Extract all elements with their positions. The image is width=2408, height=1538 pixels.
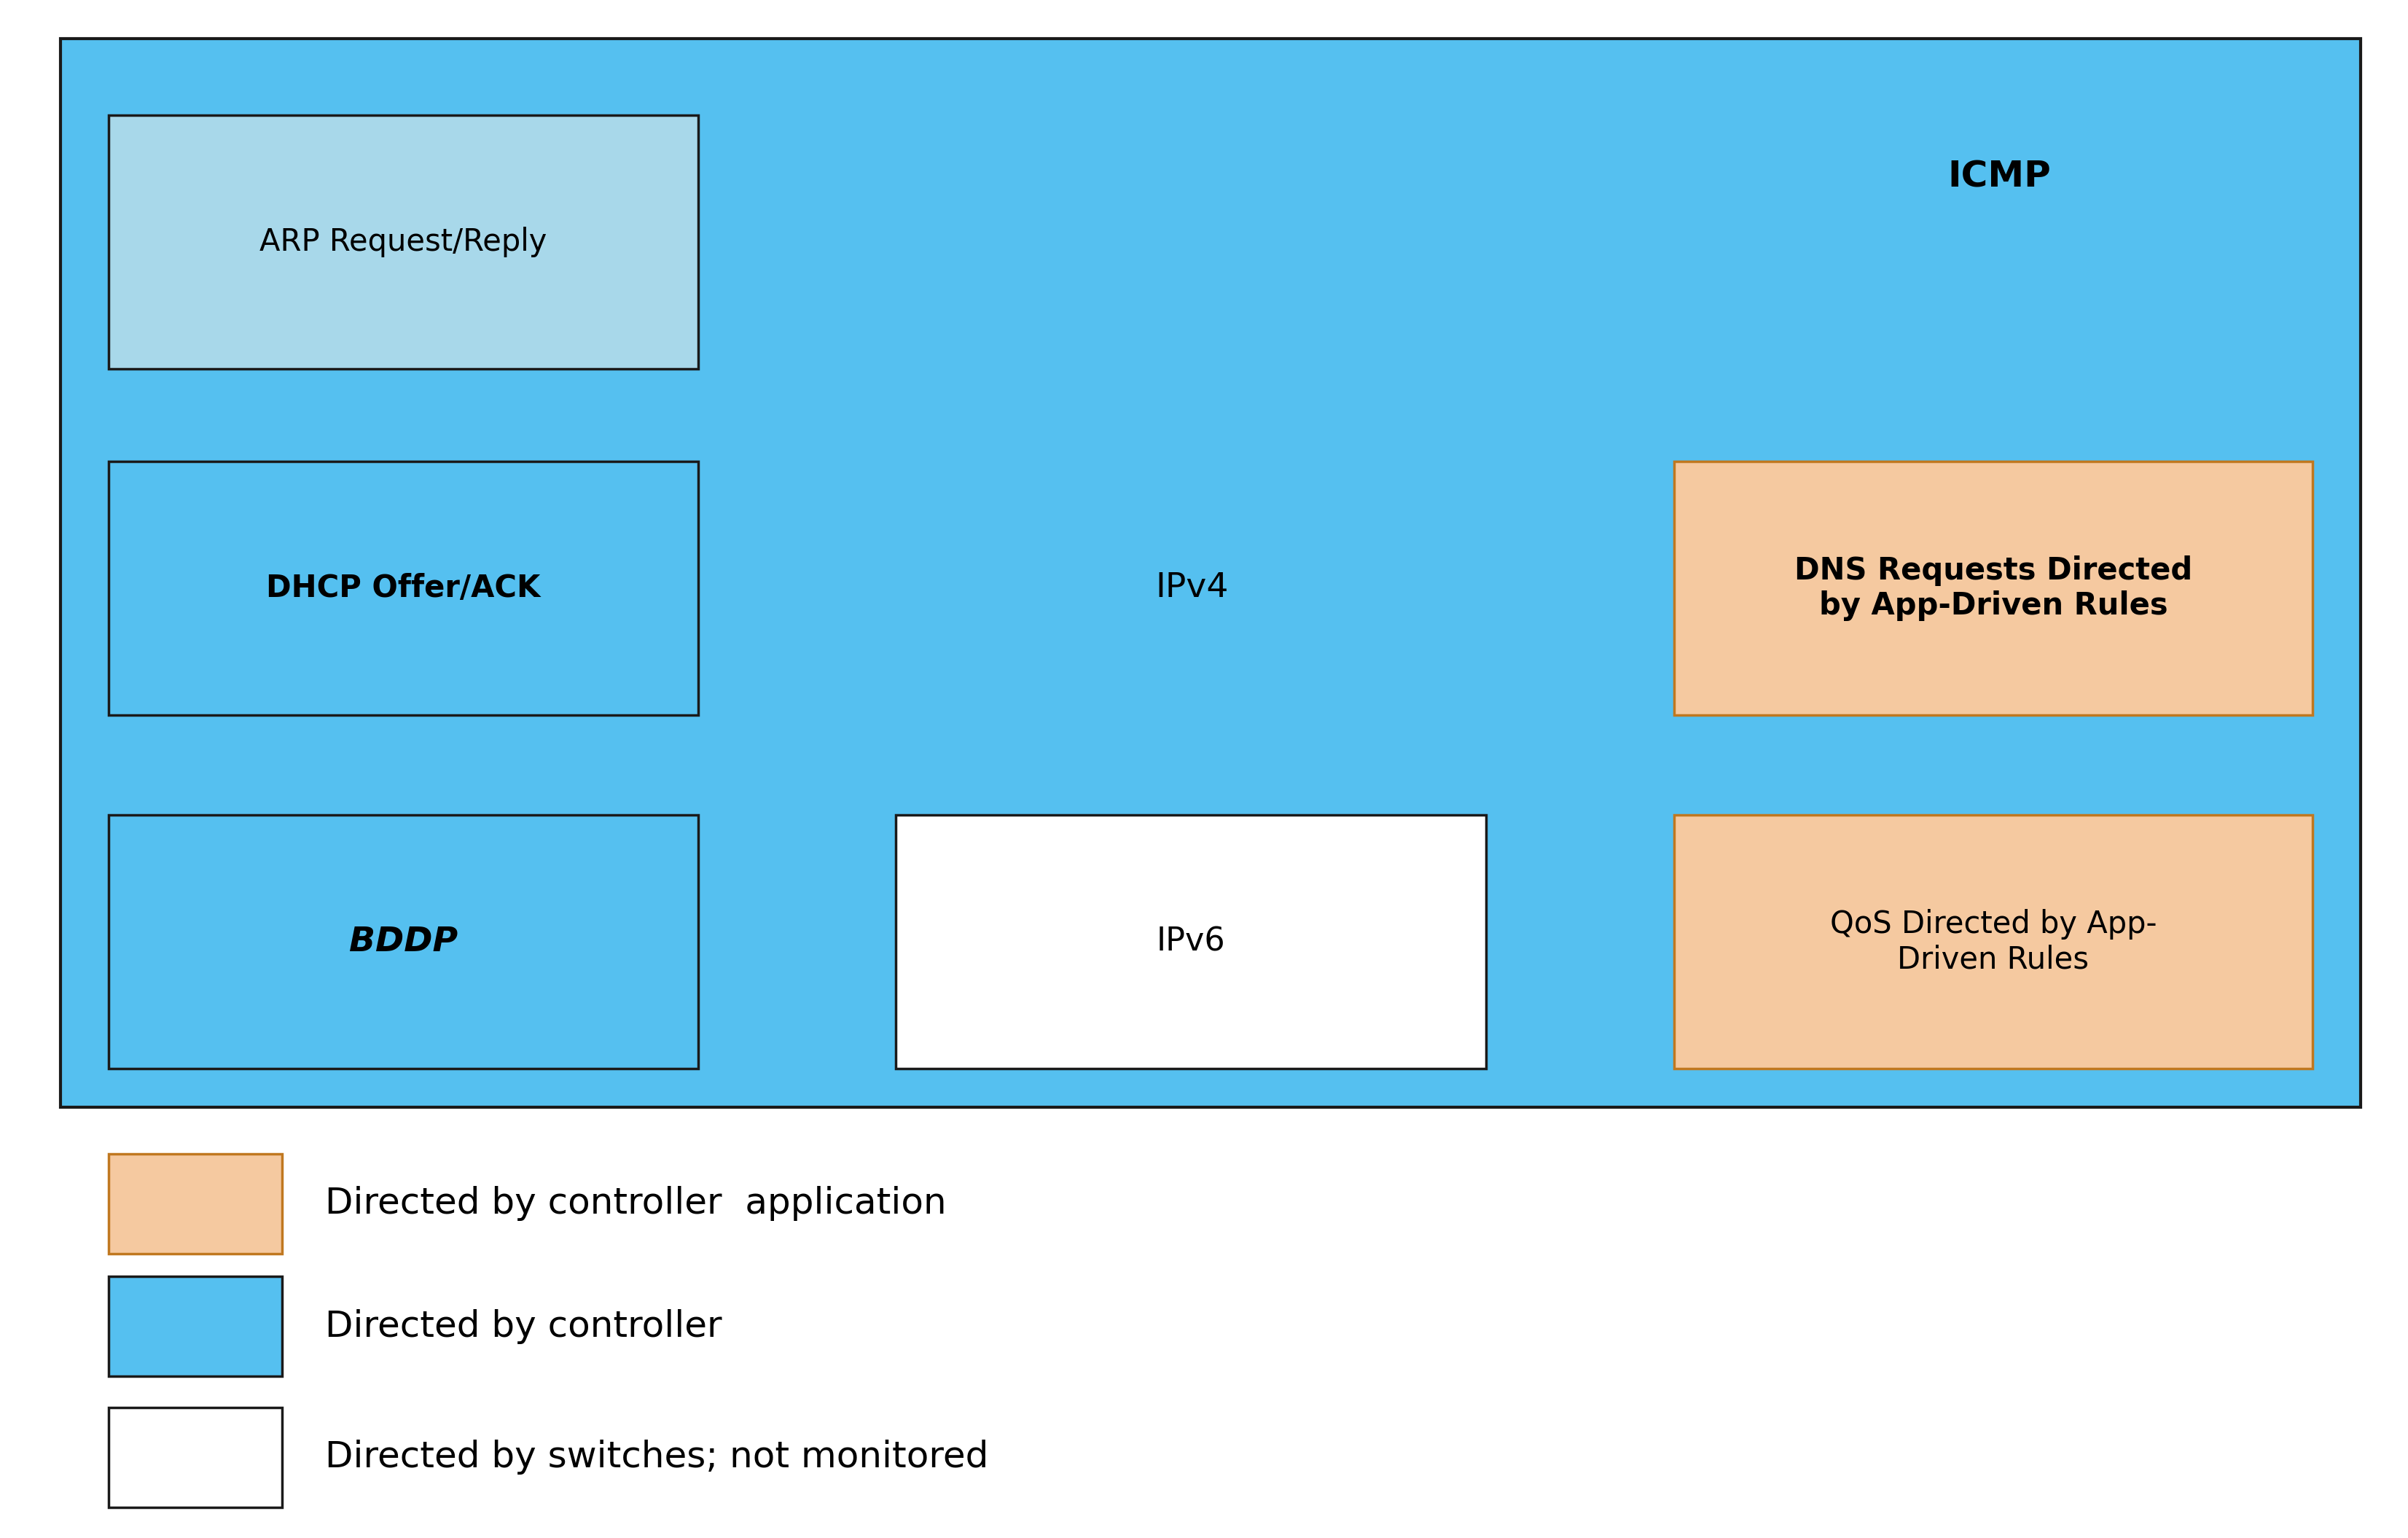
Bar — [60, 38, 2360, 1107]
Text: ICMP: ICMP — [1948, 160, 2049, 194]
Bar — [108, 115, 698, 369]
Bar — [108, 1154, 282, 1253]
Bar — [108, 1277, 282, 1377]
Text: Directed by controller  application: Directed by controller application — [325, 1186, 946, 1221]
Text: BDDP: BDDP — [349, 926, 458, 958]
Bar — [108, 1407, 282, 1507]
Bar — [896, 815, 1486, 1069]
Bar — [1674, 815, 2312, 1069]
Bar — [1674, 461, 2312, 715]
Text: Directed by controller: Directed by controller — [325, 1309, 722, 1344]
Text: ARP Request/Reply: ARP Request/Reply — [260, 228, 547, 257]
Text: IPv6: IPv6 — [1156, 926, 1226, 958]
Bar — [108, 461, 698, 715]
Text: IPv4: IPv4 — [1156, 571, 1228, 604]
Bar — [108, 815, 698, 1069]
Text: DHCP Offer/ACK: DHCP Offer/ACK — [267, 574, 539, 603]
Text: DNS Requests Directed
by App-Driven Rules: DNS Requests Directed by App-Driven Rule… — [1794, 555, 2191, 621]
Text: QoS Directed by App-
Driven Rules: QoS Directed by App- Driven Rules — [1830, 909, 2155, 975]
Text: Directed by switches; not monitored: Directed by switches; not monitored — [325, 1440, 987, 1475]
